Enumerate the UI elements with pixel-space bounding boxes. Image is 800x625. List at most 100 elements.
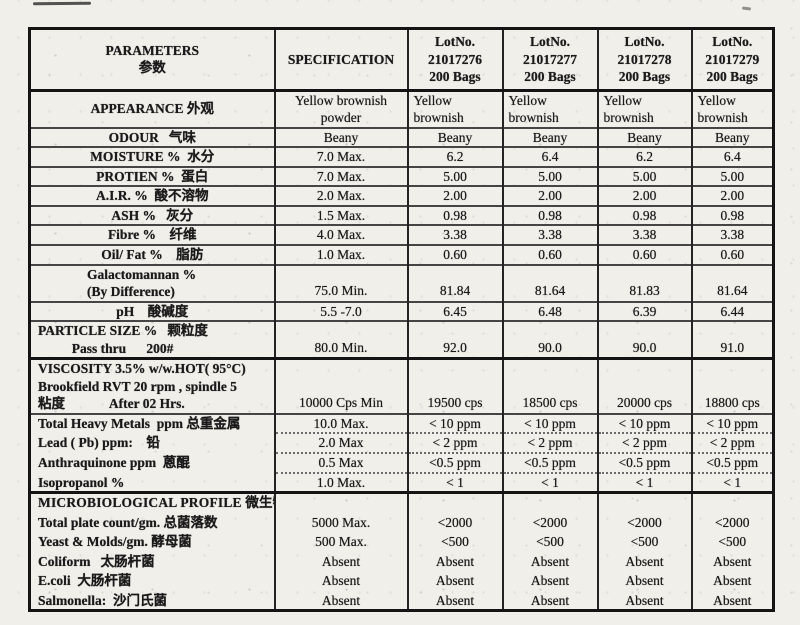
row-isopropanol: Isopropanol % 1.0 Max. < 1 < 1 < 1 < 1: [28, 471, 774, 493]
value-cell-lot2: 2.00: [501, 185, 598, 206]
row-oil-fat: Oil/ Fat % 脂肪 1.0 Max. 0.60 0.60 0.60 0.60: [28, 244, 774, 265]
cell-line: Absent: [321, 592, 361, 608]
param-cell: Fibre % 纤维: [28, 224, 275, 246]
cell-line: 参数: [138, 60, 166, 76]
value-cell-lot4: 5.00: [690, 165, 774, 187]
cell-line: brownish: [697, 110, 748, 126]
row-lead: Lead ( Pb) ppm: 铅 2.0 Max < 2 ppm < 2 ppm < …: [28, 432, 774, 454]
param-cell: VISCOSITY 3.5% w/w.HOT( 95°C) Brookfield …: [28, 357, 275, 414]
cell-line: 1.0 Max.: [316, 474, 366, 490]
value-cell-lot3: Beany: [596, 126, 692, 148]
cell-line: < 2 ppm: [709, 435, 755, 451]
cell-line: MOISTURE % 水分: [90, 149, 215, 165]
cell-line: 5.00: [632, 168, 657, 184]
cell-line: < 2 ppm: [527, 435, 573, 451]
value-cell-lot3: 20000 cps: [596, 357, 692, 414]
scan-artifact-streak: [32, 1, 92, 6]
param-cell: E.coli 大肠杆菌: [28, 571, 275, 591]
row-ph: pH 酸碱度 5.5 -7.0 6.45 6.48 6.39 6.44: [28, 300, 774, 322]
cell-line: Galactomannan %: [87, 266, 197, 282]
value-cell-lot4: 81.64: [690, 263, 774, 302]
value-cell-lot4: 0.98: [690, 204, 774, 226]
cell-line: Yellow: [413, 92, 452, 108]
cell-line: 2.00: [443, 188, 467, 204]
cell-line: 0.60: [538, 247, 562, 263]
row-micro-profile: MICROBIOLOGICAL PROFILE 微生物: [28, 491, 774, 513]
value-cell-lot3: 90.0: [596, 320, 692, 359]
value-cell-lot2: 90.0: [501, 320, 598, 359]
row-appearance: APPEARANCE 外观 Yellow brownish powder Yellow…: [28, 88, 774, 128]
cell-line: powder: [320, 110, 362, 126]
spec-cell: 75.0 Min.: [273, 263, 408, 302]
cell-line: Total plate count/gm. 总菌落数: [38, 514, 218, 530]
spec-cell: 10000 Cps Min: [273, 357, 408, 414]
spec-cell: 1.0 Max.: [273, 471, 408, 493]
cell-line: PARTICLE SIZE % 颗粒度: [38, 323, 208, 339]
cell-line: <2000: [437, 514, 473, 530]
value-cell-lot4: 3.38: [690, 224, 774, 246]
param-cell: PARTICLE SIZE % 颗粒度 Pass thru 200#: [28, 320, 275, 359]
cell-line: Beany: [323, 129, 359, 145]
cell-line: Absent: [530, 573, 570, 589]
param-cell: Oil/ Fat % 脂肪: [28, 244, 275, 265]
cell-line: 7.0 Max.: [316, 149, 366, 165]
value-cell-lot1: 92.0: [406, 320, 503, 359]
param-cell: Coliform 太肠杆菌: [28, 551, 275, 572]
value-cell-lot2: <500: [501, 532, 598, 552]
value-cell-lot3: [596, 491, 692, 513]
value-cell-lot1: < 1: [406, 471, 503, 493]
param-cell: MICROBIOLOGICAL PROFILE 微生物: [28, 491, 275, 513]
value-cell-lot4: < 1: [690, 471, 774, 493]
value-cell-lot1: 6.2: [406, 146, 503, 167]
spec-cell: 7.0 Max.: [273, 146, 408, 167]
header-cell-specification: SPECIFICATION: [273, 28, 408, 91]
value-cell-lot4: 91.0: [690, 320, 774, 359]
spec-cell: 1.0 Max.: [273, 244, 408, 265]
cell-line: 90.0: [632, 339, 657, 355]
cell-line: <0.5 ppm: [524, 455, 576, 471]
value-cell-lot3: 3.38: [596, 224, 692, 246]
row-viscosity: VISCOSITY 3.5% w/w.HOT( 95°C) Brookfield …: [28, 357, 774, 414]
cell-line: Oil/ Fat % 脂肪: [101, 247, 204, 263]
cell-line: < 1: [635, 474, 654, 490]
cell-line: Yellow brownish: [294, 92, 387, 108]
param-cell: Lead ( Pb) ppm: 铅: [28, 433, 275, 454]
cell-line: pH 酸碱度: [116, 303, 189, 319]
value-cell-lot1: <500: [406, 532, 503, 552]
cell-line: Absent: [321, 553, 361, 569]
cell-line: 19500 cps: [427, 395, 483, 411]
value-cell-lot3: <500: [596, 532, 692, 552]
cell-line: LotNo.: [434, 34, 476, 49]
value-cell-lot4: <500: [690, 532, 774, 552]
value-cell-lot2: Absent: [501, 590, 598, 611]
cell-line: LotNo.: [712, 34, 753, 49]
cell-line: brownish: [413, 110, 464, 126]
cell-line: 0.98: [720, 207, 745, 223]
param-cell: Galactomannan % (By Difference): [28, 263, 275, 302]
cell-line: 0.98: [538, 207, 562, 223]
cell-line: Yellow: [603, 92, 642, 108]
header-cell-parameters: PARAMETERS 参数: [28, 28, 275, 91]
cell-line: A.I.R. % 酸不溶物: [95, 188, 209, 204]
spec-cell: Absent: [273, 590, 408, 611]
cell-line: 6.44: [720, 303, 745, 319]
cell-line: 90.0: [538, 339, 562, 355]
cell-line: 200 Bags: [524, 69, 576, 85]
row-odour: ODOUR 气味 Beany Beany Beany Beany Beany: [28, 126, 774, 148]
value-cell-lot2: < 2 ppm: [501, 432, 598, 454]
cell-line: Anthraquinone ppm 蒽醌: [38, 455, 190, 471]
value-cell-lot2: Beany: [501, 126, 598, 148]
value-cell-lot4: 2.00: [690, 185, 774, 206]
cell-line: 5.00: [538, 168, 562, 184]
spec-cell: 10.0 Max.: [273, 412, 408, 434]
cell-line: 6.39: [632, 303, 657, 319]
cell-line: <2000: [627, 514, 662, 530]
param-cell: Total Heavy Metals ppm 总重金属: [28, 412, 275, 434]
param-cell: Anthraquinone ppm 蒽醌: [28, 453, 275, 473]
value-cell-lot4: 18800 cps: [690, 357, 774, 414]
param-cell: PROTIEN % 蛋白: [28, 165, 275, 187]
value-cell-lot3: <2000: [596, 512, 692, 533]
cell-line: 6.2: [446, 149, 464, 165]
value-cell-lot1: 81.84: [406, 263, 503, 302]
value-cell-lot2: 3.38: [501, 224, 598, 246]
